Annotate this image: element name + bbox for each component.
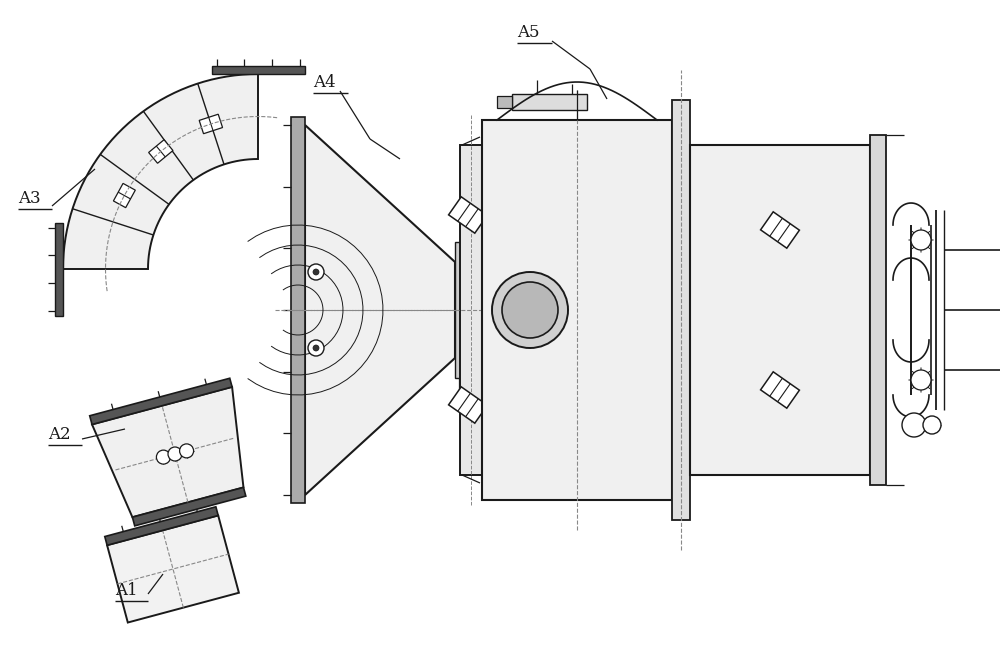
Polygon shape xyxy=(449,197,487,233)
Bar xyxy=(690,145,870,475)
Circle shape xyxy=(168,447,182,461)
Polygon shape xyxy=(199,114,223,134)
Polygon shape xyxy=(107,516,239,623)
Bar xyxy=(55,223,63,316)
Bar xyxy=(870,135,886,485)
Bar xyxy=(672,100,690,520)
Text: A3: A3 xyxy=(18,190,41,207)
Text: A5: A5 xyxy=(517,24,540,41)
Circle shape xyxy=(313,269,319,275)
Circle shape xyxy=(911,370,931,390)
Circle shape xyxy=(308,264,324,280)
Circle shape xyxy=(308,340,324,356)
Polygon shape xyxy=(761,372,799,408)
Polygon shape xyxy=(761,212,799,248)
Text: A4: A4 xyxy=(313,74,336,91)
Circle shape xyxy=(180,444,194,458)
Circle shape xyxy=(492,272,568,348)
Bar xyxy=(497,96,512,108)
Bar xyxy=(482,120,672,500)
Polygon shape xyxy=(92,387,243,517)
Polygon shape xyxy=(90,378,232,424)
Polygon shape xyxy=(455,242,463,378)
Polygon shape xyxy=(149,140,173,163)
Polygon shape xyxy=(113,183,135,207)
Bar xyxy=(212,66,305,74)
Bar xyxy=(460,145,482,475)
Bar xyxy=(512,94,587,110)
Circle shape xyxy=(502,282,558,338)
Polygon shape xyxy=(132,488,246,526)
Text: A1: A1 xyxy=(115,582,138,599)
Polygon shape xyxy=(291,117,305,503)
Polygon shape xyxy=(305,125,455,495)
Polygon shape xyxy=(449,387,487,423)
Circle shape xyxy=(156,450,170,464)
Text: A2: A2 xyxy=(48,426,71,443)
Polygon shape xyxy=(63,74,258,269)
Circle shape xyxy=(923,416,941,434)
Circle shape xyxy=(911,230,931,250)
Circle shape xyxy=(313,345,319,351)
Circle shape xyxy=(902,413,926,437)
Polygon shape xyxy=(105,507,218,545)
